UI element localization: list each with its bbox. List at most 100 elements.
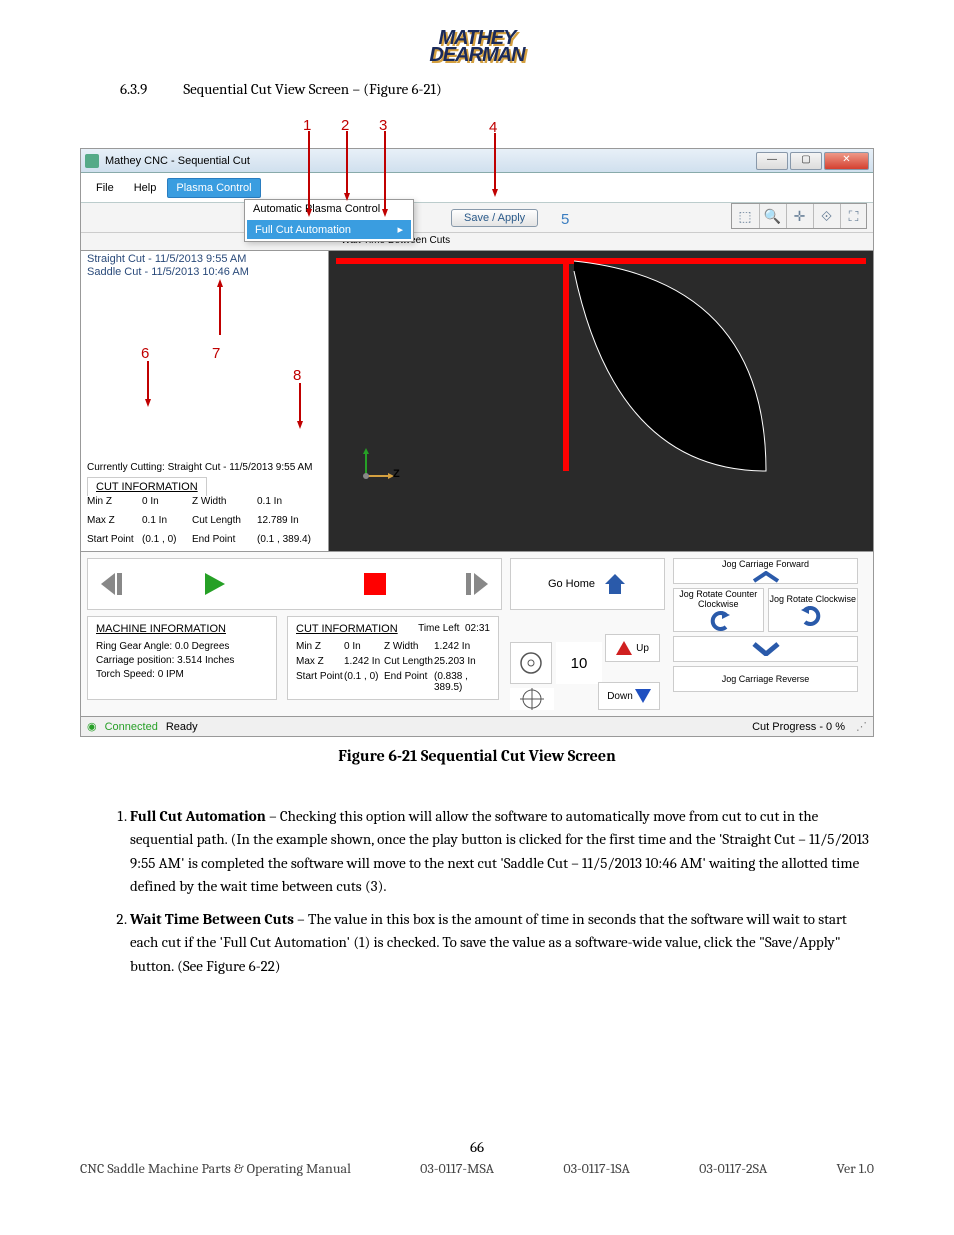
save-apply-button[interactable]: Save / Apply [451,209,538,227]
section-number: 6.3.9 [120,80,180,98]
page-number: 66 [80,1138,874,1156]
tool-zoom-button[interactable]: 🔍 [759,204,785,228]
time-left-label: Time Left [418,623,459,634]
jog-down-button[interactable] [673,636,858,662]
label: End Point [192,534,257,545]
logo: MATHEY DEARMAN [80,30,874,65]
dpad-up-button[interactable]: Up [605,634,660,662]
cut-list-item[interactable]: Straight Cut - 11/5/2013 9:55 AM [87,253,322,265]
close-button[interactable]: ✕ [824,152,869,170]
crosshair-icon: ✛ [794,208,806,225]
jog-reverse-label: Jog Carriage Reverse [722,674,810,684]
resize-grip-icon[interactable]: ⋰ [853,720,867,733]
tool-zoom-window-button[interactable]: ⬚ [732,204,758,228]
step-forward-button[interactable] [459,566,495,602]
preview-pane[interactable]: Z [329,251,873,551]
callout-2: 2 [341,117,349,134]
step-back-button[interactable] [94,566,130,602]
label: Start Point [296,671,344,693]
item-2-term: Wait Time Between Cuts [130,910,294,928]
dpad-down-button[interactable]: Down [598,682,660,710]
label: Cut Length [384,656,434,667]
expand-icon: ⛶ [849,208,859,225]
label: Z Width [384,641,434,652]
cut-info-heading-2: CUT INFORMATION [296,623,398,635]
playback-controls [87,558,502,610]
jog-rotate-cw-button[interactable]: Jog Rotate Clockwise [768,588,859,632]
time-left-value: 02:31 [465,623,490,634]
tool-center-button[interactable]: ⟐ [813,204,839,228]
value: 0.1 In [257,496,312,507]
value: 1.242 In [434,641,499,652]
jog-forward-button[interactable]: Jog Carriage Forward [673,558,858,584]
cut-list-item[interactable]: Saddle Cut - 11/5/2013 10:46 AM [87,266,322,278]
jog-reverse-button[interactable]: Jog Carriage Reverse [673,666,858,692]
value: 0.1 In [142,515,192,526]
view-toolbar: ⬚ 🔍 ✛ ⟐ ⛶ [731,203,867,229]
machine-info-heading: MACHINE INFORMATION [96,623,268,635]
axis-z-label: Z [393,468,400,480]
value: (0.838 , 389.5) [434,671,499,693]
play-button[interactable] [136,566,292,602]
label: Z Width [192,496,257,507]
app-window: 1 2 3 4 Mathey CNC - Sequential Cut — ▢ … [80,148,874,737]
value: 0 In [142,496,192,507]
label: Max Z [296,656,344,667]
currently-cutting-label: Currently Cutting: Straight Cut - 11/5/2… [81,458,328,477]
bottom-panel: MACHINE INFORMATION Ring Gear Angle: 0.0… [81,551,873,716]
up-label: Up [636,643,649,654]
footer-code-3: 03-0117-2SA [699,1160,767,1177]
stop-button[interactable] [298,566,454,602]
section-title: Sequential Cut View Screen – (Figure 6-2… [183,80,441,98]
label: Min Z [87,496,142,507]
go-home-label: Go Home [548,578,595,590]
minimize-button[interactable]: — [756,152,788,170]
list-item: Full Cut Automation – Checking this opti… [130,805,874,898]
go-home-button[interactable]: Go Home [510,558,665,610]
callout-8: 8 [293,367,301,384]
value: 1.242 In [344,656,384,667]
menu-bar: File Help Plasma Control [81,173,873,203]
status-connected: Connected [105,721,158,733]
crosshair-indicator [510,688,554,710]
menu-plasma-control[interactable]: Plasma Control [167,178,260,198]
tool-pan-button[interactable]: ✛ [786,204,812,228]
label: Min Z [296,641,344,652]
value: (0.1 , 0) [142,534,192,545]
maximize-button[interactable]: ▢ [790,152,822,170]
window-title: Mathey CNC - Sequential Cut [105,155,756,167]
cut-info-panel: CUT INFORMATION Min Z 0 In Z Width 0.1 I… [81,477,328,551]
title-bar: Mathey CNC - Sequential Cut — ▢ ✕ [81,149,873,173]
chevron-down-blue-icon [752,642,780,656]
callout-10: 10 [571,655,588,672]
value: 0 In [344,641,384,652]
status-progress: Cut Progress - 0 % [752,721,845,733]
down-label: Down [607,691,633,702]
machine-info-box: MACHINE INFORMATION Ring Gear Angle: 0.0… [87,616,277,700]
tool-fullscreen-button[interactable]: ⛶ [840,204,866,228]
direction-pad: Up 10 Down [510,614,660,710]
jog-forward-label: Jog Carriage Forward [722,559,809,569]
cut-list-panel: Straight Cut - 11/5/2013 9:55 AM Saddle … [81,251,329,551]
cut-info-heading: CUT INFORMATION [96,481,198,493]
menu-help[interactable]: Help [125,178,166,198]
jog-rotate-ccw-button[interactable]: Jog Rotate Counter Clockwise [673,588,764,632]
torch-speed: Torch Speed: 0 IPM [96,669,268,680]
signal-icon: ◉ [87,720,97,733]
value: 25.203 In [434,656,499,667]
callout-10-area: 10 [556,642,602,684]
value: (0.1 , 0) [344,671,384,693]
ring-gear-angle: Ring Gear Angle: 0.0 Degrees [96,641,268,652]
footer-version: Ver 1.0 [837,1160,874,1177]
dpad-rotate-button[interactable] [510,642,552,684]
menu-file[interactable]: File [87,178,123,198]
jog-controls: Jog Carriage Forward Jog Rotate Counter … [673,558,858,692]
footer-code-1: 03-0117-MSA [420,1160,494,1177]
cut-info-box: CUT INFORMATION Time Left 02:31 Min Z 0 … [287,616,499,700]
dropdown-full-cut-label: Full Cut Automation [255,224,351,236]
description-list: Full Cut Automation – Checking this opti… [130,805,874,978]
magnifier-icon: 🔍 [764,208,781,225]
figure-caption: Figure 6-21 Sequential Cut View Screen [80,747,874,765]
logo-line2: DEARMAN [429,44,524,66]
dropdown-full-cut-automation[interactable]: Full Cut Automation ▸ [247,220,411,239]
